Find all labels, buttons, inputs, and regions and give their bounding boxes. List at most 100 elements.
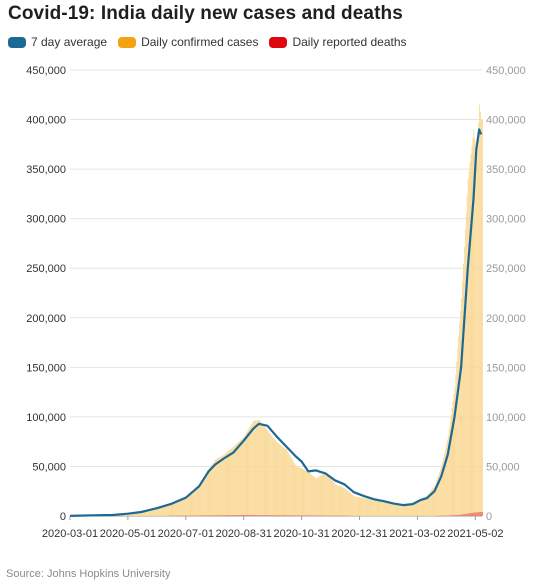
y-tick-label-right: 50,000: [486, 461, 520, 473]
death-bar: [313, 515, 314, 516]
death-bar: [221, 515, 223, 516]
case-bar: [157, 507, 159, 516]
death-bar: [257, 515, 258, 516]
case-bar: [469, 162, 471, 516]
case-bar: [280, 445, 282, 516]
case-bar: [130, 513, 132, 516]
death-bar: [475, 512, 477, 516]
case-bar: [442, 462, 443, 516]
case-bar: [237, 443, 238, 516]
case-bar: [297, 467, 299, 516]
grid-lines: [70, 69, 482, 517]
y-tick-label-right: 350,000: [486, 164, 526, 176]
case-bar: [363, 497, 365, 516]
death-bar: [212, 515, 214, 516]
case-bar: [465, 213, 467, 516]
case-bar: [254, 420, 256, 516]
death-bar: [472, 512, 474, 516]
case-bar: [179, 499, 181, 516]
case-bar: [411, 502, 413, 516]
case-bar: [217, 458, 218, 516]
case-bar: [428, 492, 430, 516]
case-bar: [173, 501, 175, 516]
case-bar: [380, 501, 382, 516]
case-bar: [222, 455, 224, 516]
case-bar: [403, 505, 405, 516]
death-bar: [264, 515, 266, 516]
case-bar: [263, 425, 265, 516]
case-bar: [285, 448, 287, 516]
case-bar: [205, 473, 207, 516]
death-bar: [460, 514, 462, 516]
case-bar: [201, 481, 202, 516]
death-bar: [280, 515, 282, 516]
death-bar: [198, 515, 200, 516]
case-bar: [242, 437, 244, 516]
case-bar: [238, 442, 239, 516]
case-bar: [156, 507, 158, 516]
case-bar: [319, 475, 321, 516]
case-bar: [379, 501, 381, 516]
case-bar: [339, 486, 341, 516]
death-bar: [235, 515, 237, 516]
death-bar: [302, 515, 304, 516]
legend-item-7-day-average[interactable]: 7 day average: [8, 35, 107, 49]
case-bar: [334, 484, 336, 516]
case-bar: [236, 443, 237, 516]
case-bar: [189, 493, 191, 516]
case-bar: [396, 504, 398, 516]
case-bar: [441, 466, 443, 516]
case-bar: [325, 472, 327, 516]
legend-label-daily-confirmed-cases: Daily confirmed cases: [141, 35, 259, 49]
case-bar: [314, 477, 316, 516]
case-bar: [252, 422, 254, 516]
case-bar: [295, 466, 297, 516]
death-bar: [306, 515, 308, 516]
y-tick-label-right: 150,000: [486, 362, 526, 374]
case-bar: [362, 497, 364, 516]
case-bar: [344, 488, 346, 516]
case-bar: [257, 420, 258, 516]
legend-item-daily-confirmed-cases[interactable]: Daily confirmed cases: [118, 35, 258, 49]
y-tick-label-left: 450,000: [26, 65, 66, 77]
case-bar: [182, 497, 184, 516]
case-bar: [184, 497, 186, 516]
case-bar: [248, 428, 250, 516]
case-bar: [351, 494, 353, 516]
case-bar: [276, 441, 277, 516]
death-bar: [215, 515, 217, 516]
case-bar: [221, 455, 223, 516]
y-axis-right: 0 50,000 100,000 150,000 200,000 250,000 300,0…: [486, 65, 526, 523]
chart-title: Covid-19: India daily new cases and deat…: [8, 3, 403, 24]
death-bar: [238, 515, 239, 516]
case-bar: [475, 149, 477, 517]
case-bar: [326, 473, 328, 516]
case-bar: [452, 401, 454, 516]
case-bar: [399, 504, 401, 516]
death-bar: [459, 514, 461, 516]
case-bar: [377, 500, 379, 516]
legend-item-daily-reported-deaths[interactable]: Daily reported deaths: [269, 35, 407, 49]
death-bar: [248, 515, 250, 516]
death-bar: [269, 515, 271, 516]
case-bar: [208, 468, 210, 516]
case-bar: [446, 440, 448, 516]
death-bar: [208, 515, 210, 516]
deaths-bars: [167, 511, 483, 516]
case-bar: [435, 482, 437, 516]
case-bar: [433, 486, 435, 516]
case-bar: [298, 467, 300, 516]
x-tick-label: 2020-12-31: [331, 528, 387, 540]
case-bar: [439, 471, 441, 516]
case-bar: [461, 297, 462, 516]
case-bar: [227, 451, 229, 516]
case-bar: [369, 499, 370, 516]
death-bar: [312, 515, 313, 516]
case-bar: [315, 478, 317, 516]
death-bar: [307, 515, 309, 516]
case-bar: [309, 473, 311, 516]
case-bar: [353, 496, 355, 516]
case-bar: [342, 487, 344, 516]
case-bar: [240, 439, 242, 516]
legend: 7 day average Daily confirmed cases Dail…: [8, 35, 418, 49]
